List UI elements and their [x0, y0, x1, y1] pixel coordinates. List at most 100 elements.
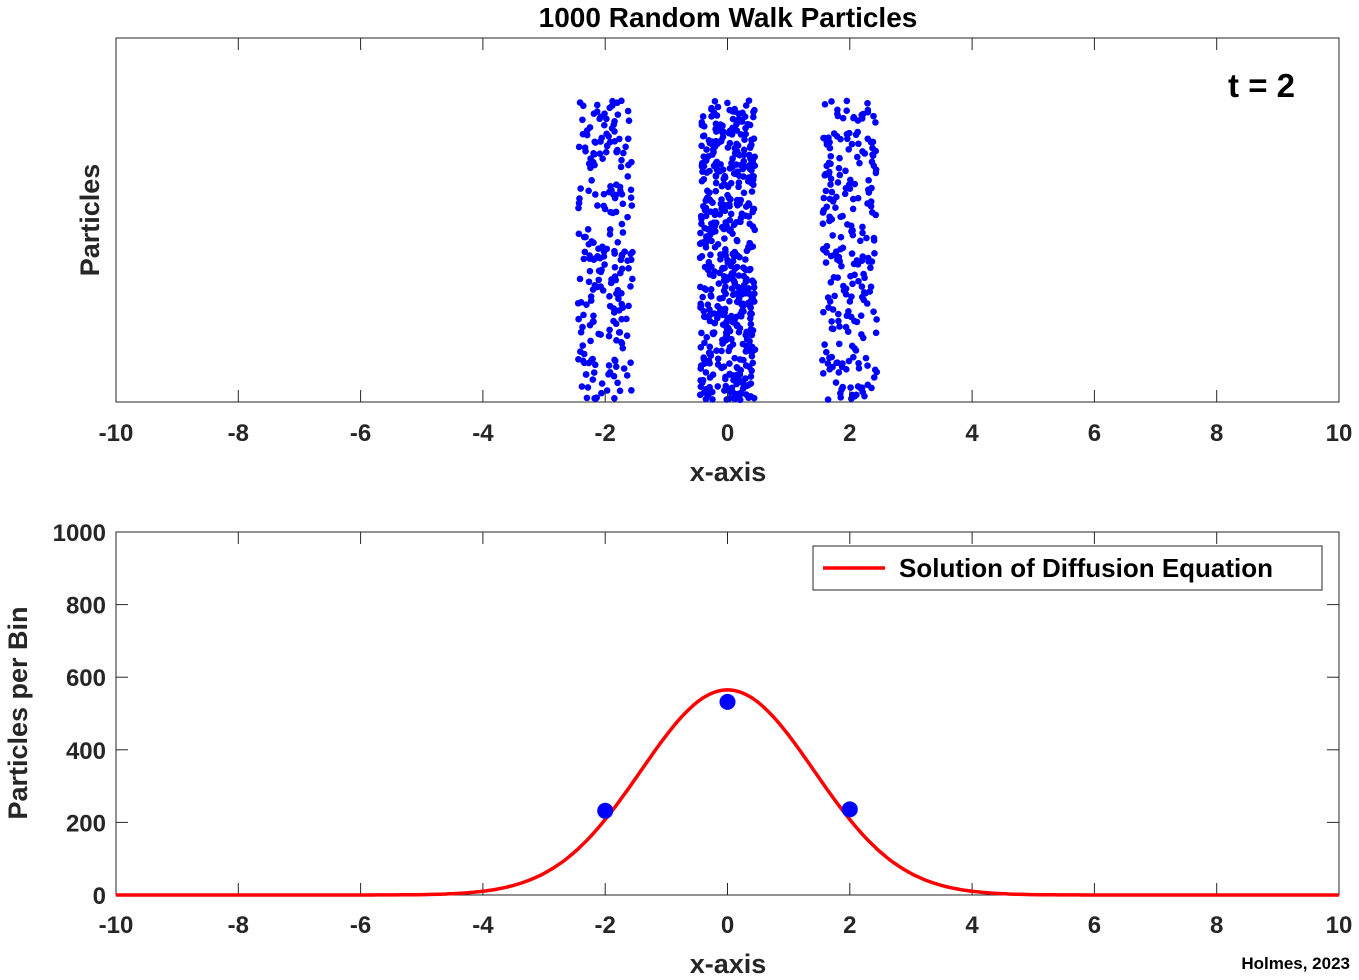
- particle: [618, 300, 626, 308]
- particle: [586, 252, 593, 259]
- particle: [855, 359, 862, 367]
- particle: [722, 375, 729, 383]
- particle: [745, 97, 753, 104]
- particle: [697, 302, 705, 310]
- particle: [844, 221, 851, 228]
- particle: [622, 143, 629, 151]
- particle: [576, 195, 583, 202]
- particle: [837, 233, 845, 241]
- x-tick-label: -4: [472, 912, 494, 939]
- particle: [711, 98, 719, 105]
- particle: [852, 131, 860, 139]
- particle: [616, 329, 624, 336]
- particle: [857, 312, 865, 319]
- particle: [609, 102, 616, 109]
- particle: [591, 281, 599, 289]
- particle: [867, 198, 875, 205]
- top-title: 1000 Random Walk Particles: [539, 2, 918, 33]
- particle: [614, 146, 621, 154]
- particle: [835, 253, 843, 261]
- particle: [606, 326, 613, 334]
- bin-point: [719, 693, 736, 710]
- particle: [742, 375, 749, 382]
- particle: [619, 200, 627, 208]
- particle: [742, 256, 749, 263]
- particle: [595, 330, 602, 338]
- particle: [702, 244, 710, 251]
- particle: [627, 194, 635, 202]
- particle: [850, 353, 857, 361]
- particle: [729, 155, 736, 162]
- particle: [726, 127, 734, 135]
- particle: [827, 279, 835, 286]
- particle: [870, 234, 878, 242]
- particle: [712, 173, 720, 180]
- particle: [579, 323, 586, 331]
- particle: [850, 113, 858, 121]
- particle: [720, 363, 728, 370]
- particle: [612, 363, 620, 370]
- x-tick-label: -10: [99, 420, 134, 447]
- particle: [750, 279, 758, 286]
- particle: [873, 368, 881, 376]
- particle: [582, 371, 590, 378]
- particle: [749, 208, 756, 216]
- particle: [612, 191, 620, 199]
- particle: [739, 340, 747, 348]
- particle: [712, 137, 720, 145]
- particle: [577, 328, 585, 336]
- particle: [835, 164, 843, 172]
- particle: [726, 360, 733, 367]
- particle: [727, 262, 735, 270]
- legend-box: [812, 545, 1323, 591]
- particle: [848, 140, 856, 148]
- particle: [707, 293, 715, 300]
- particle: [827, 152, 835, 160]
- particle: [607, 182, 614, 190]
- particle: [578, 383, 586, 390]
- particle: [855, 365, 863, 372]
- particle: [734, 201, 741, 209]
- particle: [855, 140, 862, 148]
- particle: [749, 291, 756, 299]
- particle: [841, 190, 849, 198]
- particle: [856, 159, 863, 167]
- particle: [605, 133, 612, 140]
- particle: [872, 169, 880, 177]
- particle: [834, 359, 841, 367]
- particle: [730, 221, 738, 229]
- particle: [847, 313, 855, 321]
- y-tick-label: 0: [93, 883, 106, 910]
- particle: [615, 295, 622, 302]
- particle: [600, 190, 608, 198]
- particle: [820, 194, 828, 202]
- particle: [859, 253, 867, 260]
- particle: [589, 376, 597, 383]
- particle: [858, 283, 866, 290]
- particle: [704, 187, 711, 195]
- particle: [590, 256, 598, 263]
- particle: [584, 384, 592, 391]
- particle: [835, 340, 843, 348]
- bottom-xlabel: x-axis: [690, 949, 767, 979]
- particle: [740, 282, 748, 289]
- particle: [712, 228, 719, 235]
- x-tick-label: -2: [595, 912, 616, 939]
- particle: [750, 284, 758, 291]
- particle: [839, 212, 846, 220]
- particle: [849, 195, 857, 203]
- particle: [821, 100, 829, 108]
- particle: [616, 387, 624, 395]
- particle: [731, 317, 738, 324]
- particle: [860, 296, 868, 304]
- particle: [861, 150, 869, 157]
- particle: [836, 323, 843, 330]
- particle: [868, 209, 876, 216]
- particle: [609, 209, 617, 217]
- particle: [862, 354, 870, 362]
- particle: [710, 329, 718, 336]
- particle: [831, 292, 838, 300]
- particle: [746, 337, 753, 345]
- particle: [587, 164, 594, 172]
